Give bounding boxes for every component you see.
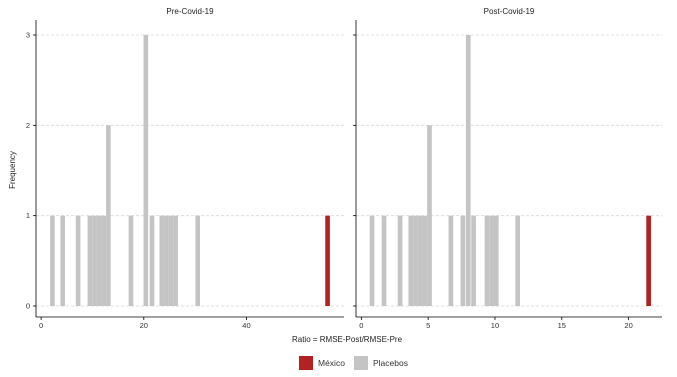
panel-pre-covid: Pre-Covid-19 0 1 2 3 0 20 40 [26, 7, 344, 330]
bar-placebo-3 [87, 215, 93, 306]
bar-placebo-4 [92, 215, 97, 306]
bar-placebo-15 [515, 215, 521, 306]
x-tick-label-20: 20 [624, 321, 632, 330]
bar-placebo-7 [106, 125, 111, 306]
x-tick-label-5: 5 [426, 321, 430, 330]
panel-title: Pre-Covid-19 [166, 7, 214, 16]
bar-placebo-5 [96, 215, 102, 306]
legend-swatch-mexico [299, 356, 313, 370]
panel-post-covid: Post-Covid-19 0 5 10 15 20 [353, 7, 662, 330]
x-tick-label-0: 0 [359, 321, 363, 330]
bar-placebo-3 [408, 215, 414, 306]
legend-swatch-placebos [354, 356, 368, 370]
y-tick-label-2: 2 [26, 121, 30, 130]
panels-layer: Pre-Covid-19 0 1 2 3 0 20 40 Post-Covid-19 0 5 10 15… [26, 7, 662, 330]
y-axis-title: Frequency [8, 151, 17, 189]
x-tick-label-10: 10 [491, 321, 499, 330]
bar-placebo-10 [149, 215, 155, 306]
panel-title: Post-Covid-19 [484, 7, 535, 16]
bar-placebo-8 [448, 215, 454, 306]
x-axis-title: Ratio = RMSE-Post/RMSE-Pre [292, 335, 403, 344]
bar-placebo-0 [369, 215, 375, 306]
bar-placebo-9 [460, 215, 466, 306]
bar-placebo-2 [397, 215, 403, 306]
bar-placebo-4 [413, 215, 418, 306]
legend: México Placebos [299, 356, 408, 370]
bar-placebo-15 [195, 215, 201, 306]
bar-placebo-5 [417, 215, 423, 306]
bar-placebo-14 [493, 215, 499, 306]
bar-placebo-14 [173, 215, 178, 306]
x-tick-label-20: 20 [140, 321, 148, 330]
y-tick-label-3: 3 [26, 31, 30, 40]
bar-placebo-9 [143, 35, 149, 306]
bar-placebo-11 [159, 215, 165, 306]
y-tick-label-0: 0 [26, 302, 30, 311]
legend-label-mexico: México [318, 358, 345, 368]
bar-placebo-6 [101, 215, 107, 306]
bar-placebo-12 [164, 215, 169, 306]
legend-label-placebos: Placebos [373, 358, 408, 368]
bar-placebo-6 [422, 215, 428, 306]
bar-placebo-13 [168, 215, 174, 306]
bar-placebo-10 [465, 35, 471, 306]
bar-placebo-13 [489, 215, 494, 306]
bar-placebo-7 [427, 125, 432, 306]
bar-placebo-1 [381, 215, 387, 306]
bar-mexico-0 [646, 215, 651, 306]
x-tick-label-40: 40 [242, 321, 250, 330]
x-tick-label-0: 0 [39, 321, 43, 330]
bar-placebo-11 [471, 215, 476, 306]
bar-placebo-0 [50, 215, 55, 306]
bar-placebo-12 [484, 215, 490, 306]
x-tick-label-15: 15 [558, 321, 566, 330]
bar-placebo-2 [75, 215, 81, 306]
y-tick-label-1: 1 [26, 211, 30, 220]
bar-placebo-8 [128, 215, 134, 306]
bar-mexico-0 [325, 215, 330, 306]
bar-placebo-1 [60, 215, 66, 306]
